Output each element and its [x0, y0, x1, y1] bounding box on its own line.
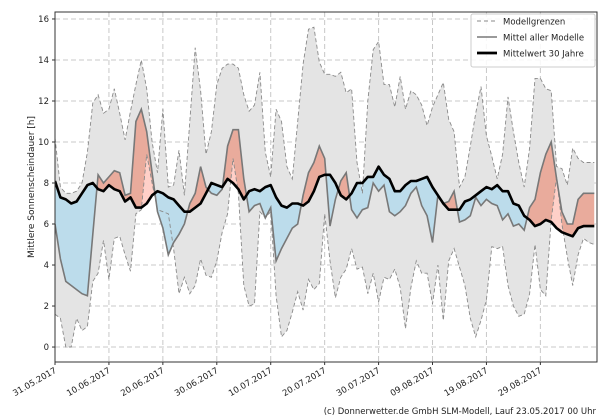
x-tick-label: 29.08.2017	[497, 366, 544, 399]
x-tick-label: 30.06.2017	[173, 366, 220, 399]
y-tick-label: 8	[44, 179, 49, 189]
legend: Modellgrenzen Mittel aller Modelle Mitte…	[470, 13, 596, 68]
model-mean-line	[55, 106, 595, 297]
x-tick-label: 10.06.2017	[65, 366, 112, 399]
x-tick-label: 19.08.2017	[443, 366, 490, 399]
y-tick-label: 12	[38, 97, 49, 107]
x-tick-label: 10.07.2017	[227, 366, 274, 399]
model-min-line	[55, 154, 595, 348]
x-tick-label: 30.07.2017	[335, 366, 382, 399]
y-tick-label: 16	[38, 15, 49, 25]
x-tick-label: 31.05.2017	[11, 366, 58, 399]
y-tick-label: 14	[38, 56, 49, 66]
x-tick-label: 09.08.2017	[389, 366, 436, 399]
below-average-fill	[55, 166, 595, 296]
y-tick-label: 0	[44, 343, 49, 353]
y-axis-label: Mittlere Sonnenscheindauer [h]	[27, 116, 37, 258]
legend-label-bounds: Modellgrenzen	[503, 18, 565, 28]
y-tick-label: 6	[44, 220, 49, 230]
plot-frame	[54, 11, 598, 363]
climate-mean-line	[55, 165, 595, 238]
model-max-line	[55, 26, 595, 196]
legend-label-climate: Mittelwert 30 Jahre	[503, 50, 584, 60]
x-tick-label: 20.07.2017	[281, 366, 328, 399]
y-tick-label: 4	[44, 261, 49, 271]
y-tick-label: 10	[38, 138, 49, 148]
copyright-footer: (c) Donnerwetter.de GmbH SLM-Modell, Lau…	[323, 407, 596, 417]
x-tick-label: 20.06.2017	[119, 366, 166, 399]
legend-label-model: Mittel aller Modelle	[503, 34, 584, 44]
y-tick-label: 2	[44, 302, 49, 312]
model-range-band	[55, 27, 595, 347]
